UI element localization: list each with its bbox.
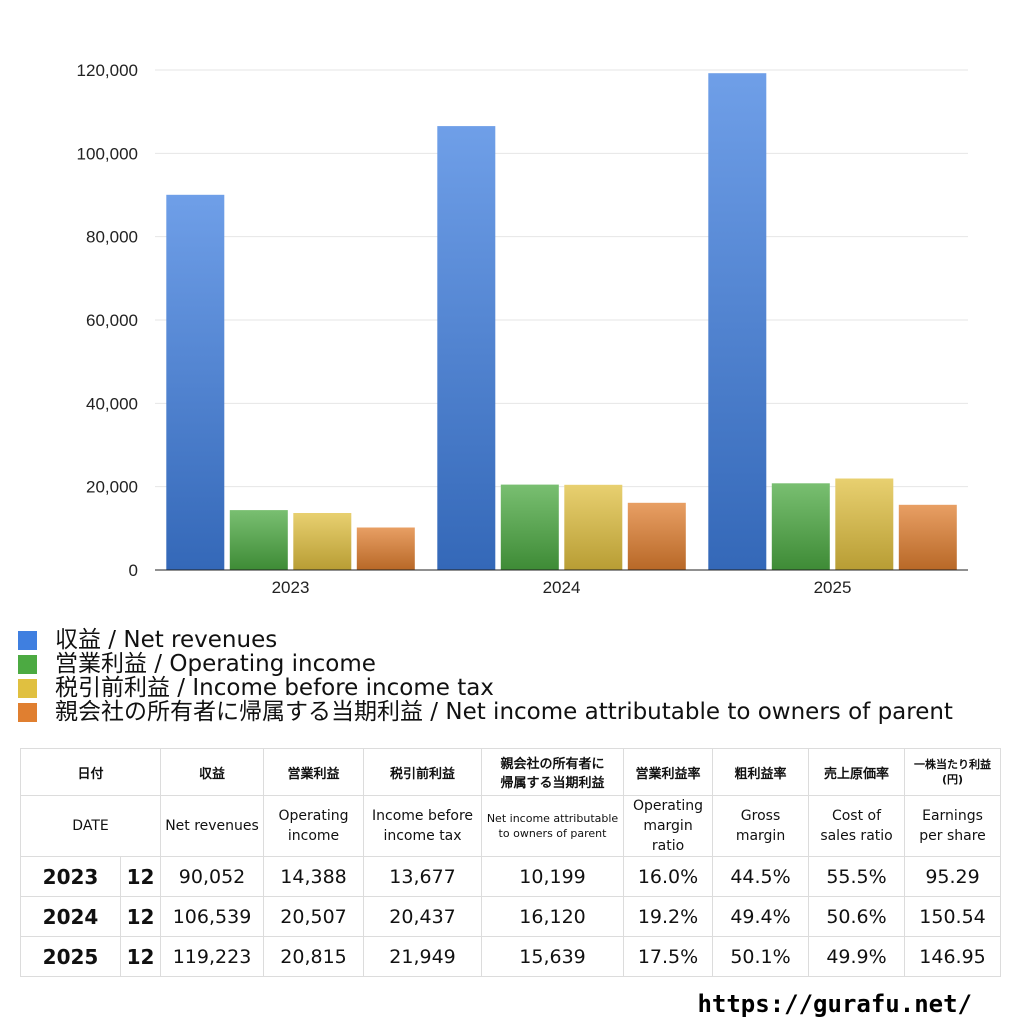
bar-2024-series-0 (437, 126, 496, 570)
table-cell: 17.5% (623, 936, 714, 977)
y-tick-label: 60,000 (86, 311, 138, 330)
header-cell-jp: 一株当たり利益 (円) (904, 748, 1002, 796)
financial-data-table: 日付 収益 営業利益 税引前利益 親会社の所有者に 帰属する当期利益 営業利益率 粗利益率 売上… (19, 748, 1002, 977)
table-row: 2024 12 106,539 20,507 20,437 16,120 19.2% 49.4… (20, 896, 1002, 937)
header-cell-jp: 親会社の所有者に 帰属する当期利益 (481, 748, 625, 796)
table-cell: 90,052 (160, 856, 265, 897)
header-cell-jp: 日付 (19, 748, 162, 796)
header-cell-jp: 粗利益率 (712, 748, 810, 796)
header-cell-en: Operating income (263, 795, 365, 857)
legend-swatch (18, 678, 37, 698)
y-tick-label: 40,000 (86, 394, 138, 413)
bar-2025-series-2 (835, 478, 894, 570)
y-tick-label: 100,000 (77, 144, 138, 163)
table-cell: 106,539 (160, 896, 265, 937)
header-cell-jp: 営業利益 (263, 748, 365, 796)
table-cell: 15,639 (481, 936, 625, 977)
legend-item: 親会社の所有者に帰属する当期利益 / Net income attributab… (18, 700, 1018, 724)
header-cell-en: DATE (19, 795, 162, 857)
header-cell-en: Net revenues (160, 795, 265, 857)
bar-2023-series-3 (356, 527, 415, 570)
header-cell-en: Net income attributable to owners of pare… (481, 795, 625, 857)
table-cell: 50.1% (712, 936, 810, 977)
table-cell: 150.54 (904, 896, 1002, 937)
row-month: 12 (119, 936, 162, 977)
legend-label: 税引前利益 / Income before income tax (55, 675, 494, 701)
y-tick-label: 120,000 (77, 61, 138, 80)
header-row-jp: 日付 収益 営業利益 税引前利益 親会社の所有者に 帰属する当期利益 営業利益率 粗利益率 売上… (19, 748, 1002, 796)
bar-2023-series-0 (166, 194, 225, 571)
header-row-en: DATE Net revenues Operating income Income be… (19, 795, 1002, 857)
row-year: 2025 (20, 936, 121, 977)
table-cell: 44.5% (712, 856, 810, 897)
site-url[interactable]: https://gurafu.net/ (697, 990, 972, 1018)
table-cell: 14,388 (263, 856, 365, 897)
table-cell: 16.0% (623, 856, 714, 897)
grid-lines (155, 69, 968, 488)
header-cell-en: Income before income tax (363, 795, 483, 857)
bars (166, 73, 957, 571)
bar-2023-series-1 (229, 510, 288, 570)
bar-2024-series-3 (627, 502, 686, 570)
header-cell-jp: 営業利益率 (623, 748, 714, 796)
y-axis-ticks: 0 20,000 40,000 60,000 80,000 100,000 120,000 (77, 61, 138, 580)
row-year: 2023 (20, 856, 121, 897)
header-cell-jp: 収益 (160, 748, 265, 796)
bar-2025-series-3 (898, 504, 957, 570)
bar-2024-series-1 (500, 484, 559, 570)
legend-swatch (18, 702, 37, 722)
x-tick-label: 2025 (814, 578, 852, 597)
table-cell: 20,815 (263, 936, 365, 977)
table-cell: 146.95 (904, 936, 1002, 977)
x-tick-label: 2024 (543, 578, 581, 597)
bar-2025-series-1 (771, 483, 830, 570)
table-cell: 119,223 (160, 936, 265, 977)
table-cell: 16,120 (481, 896, 625, 937)
header-cell-en: Gross margin (712, 795, 810, 857)
header-cell-en: Operating margin ratio (623, 795, 714, 857)
legend-item: 税引前利益 / Income before income tax (18, 676, 1018, 700)
legend-label: 親会社の所有者に帰属する当期利益 / Net income attributab… (55, 699, 953, 725)
table-cell: 95.29 (904, 856, 1002, 897)
table-cell: 20,437 (363, 896, 483, 937)
row-month: 12 (119, 856, 162, 897)
bar-2024-series-2 (564, 484, 623, 570)
table-cell: 20,507 (263, 896, 365, 937)
table-cell: 50.6% (808, 896, 906, 937)
legend-item: 営業利益 / Operating income (18, 652, 1018, 676)
legend-label: 営業利益 / Operating income (55, 651, 376, 677)
table-cell: 49.9% (808, 936, 906, 977)
table-cell: 49.4% (712, 896, 810, 937)
table-row: 2023 12 90,052 14,388 13,677 10,199 16.0% 44.5%… (20, 856, 1002, 897)
table-cell: 10,199 (481, 856, 625, 897)
y-tick-label: 80,000 (86, 228, 138, 247)
table-cell: 55.5% (808, 856, 906, 897)
legend-swatch (18, 630, 37, 650)
table-cell: 13,677 (363, 856, 483, 897)
y-tick-label: 20,000 (86, 478, 138, 497)
legend-item: 収益 / Net revenues (18, 628, 1018, 652)
header-cell-en: Cost of sales ratio (808, 795, 906, 857)
header-cell-jp: 税引前利益 (363, 748, 483, 796)
bar-chart: 020,00040,00060,00080,000100,000120,000 … (77, 61, 968, 597)
legend-swatch (18, 654, 37, 674)
x-axis-ticks: 2023 2024 2025 (272, 578, 852, 597)
table-row: 2025 12 119,223 20,815 21,949 15,639 17.5% 50.1… (20, 936, 1002, 977)
bar-2025-series-0 (708, 73, 767, 570)
table-cell: 21,949 (363, 936, 483, 977)
legend-label: 収益 / Net revenues (55, 627, 278, 653)
row-year: 2024 (20, 896, 121, 937)
y-tick-label: 0 (129, 561, 138, 580)
header-cell-en: Earnings per share (904, 795, 1002, 857)
x-tick-label: 2023 (272, 578, 310, 597)
header-cell-jp: 売上原価率 (808, 748, 906, 796)
legend: 収益 / Net revenues 営業利益 / Operating income… (18, 628, 1018, 724)
table-cell: 19.2% (623, 896, 714, 937)
row-month: 12 (119, 896, 162, 937)
bar-2023-series-2 (293, 513, 352, 570)
